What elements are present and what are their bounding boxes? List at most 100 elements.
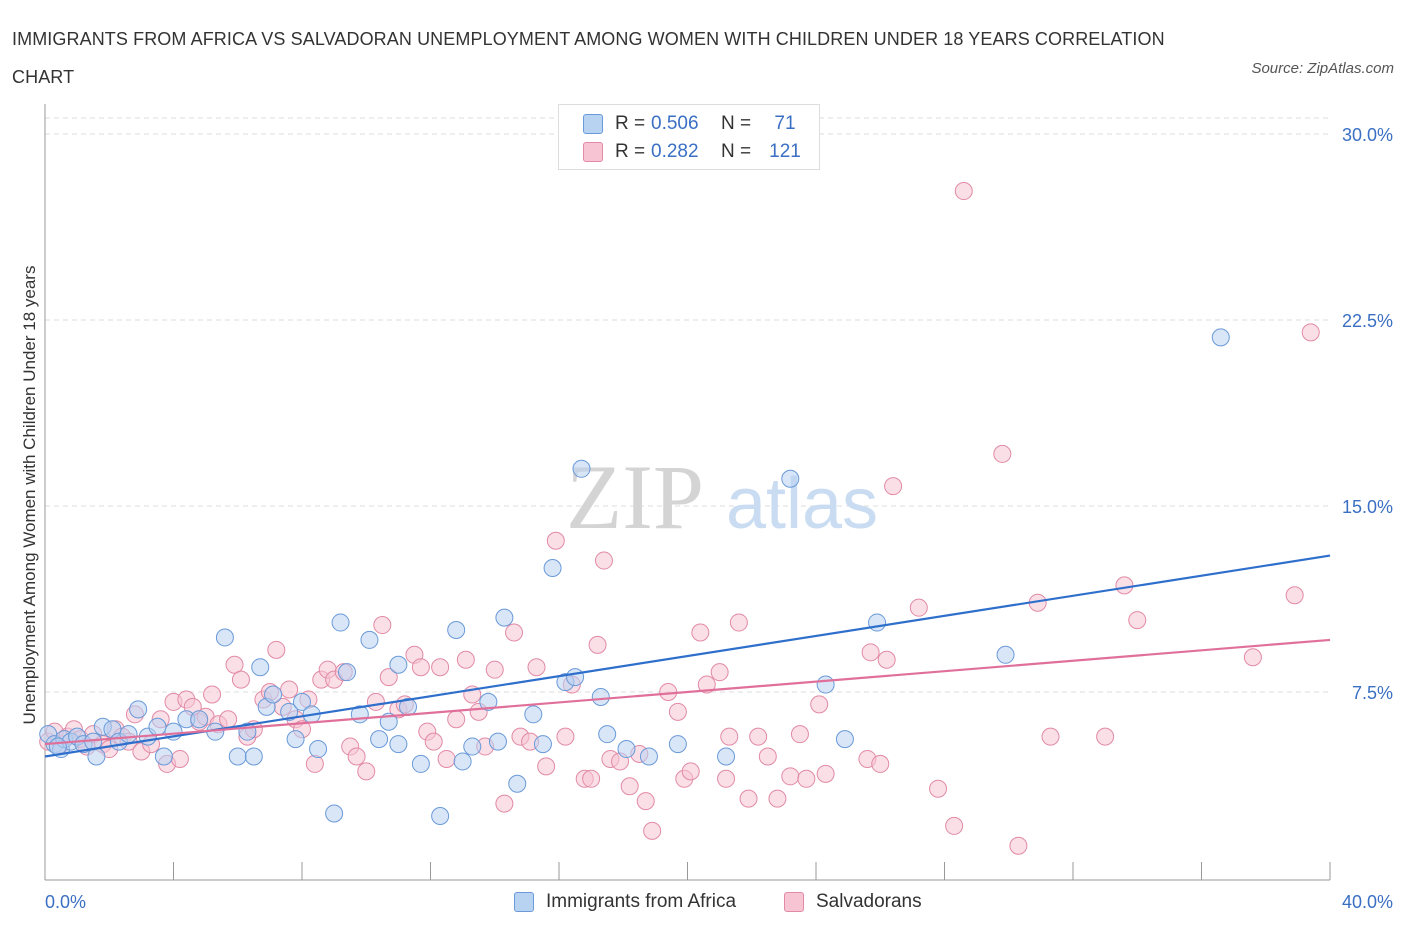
data-point — [424, 732, 443, 751]
data-point — [347, 747, 366, 766]
data-point — [366, 692, 385, 711]
data-point — [456, 650, 475, 669]
y-tick-label: 15.0% — [1342, 497, 1393, 517]
data-point — [305, 754, 324, 773]
data-point — [379, 668, 398, 687]
data-point — [215, 628, 234, 647]
legend-r-label: R = — [615, 141, 646, 162]
bottom-legend-swatch-pink — [784, 892, 804, 912]
data-point — [768, 789, 787, 808]
data-point — [739, 789, 758, 808]
bottom-legend-label: Immigrants from Africa — [546, 891, 737, 912]
data-point — [884, 477, 903, 496]
data-point — [251, 658, 270, 677]
data-point — [129, 700, 148, 719]
legend-row-salvadorans: R = 0.282 N = 121 — [583, 138, 805, 166]
data-point — [582, 769, 601, 788]
data-point — [877, 650, 896, 669]
data-point — [447, 710, 466, 729]
data-point — [431, 658, 450, 677]
data-point — [993, 444, 1012, 463]
data-point — [996, 645, 1015, 664]
data-point — [781, 469, 800, 488]
data-point — [286, 730, 305, 749]
y-axis-title: Unemployment Among Women with Children U… — [20, 265, 39, 725]
x-tick-label-min: 0.0% — [45, 892, 86, 912]
bottom-legend-salvadorans: Salvadorans — [784, 890, 922, 914]
source-label: Source: ZipAtlas.com — [1251, 60, 1394, 77]
y-tick-label: 7.5% — [1352, 683, 1393, 703]
data-point — [945, 816, 964, 835]
data-point — [868, 613, 887, 632]
data-point — [668, 735, 687, 754]
legend-r-value: 0.506 — [651, 113, 699, 134]
data-point — [225, 655, 244, 674]
data-point — [681, 762, 700, 781]
data-point — [691, 623, 710, 642]
data-point — [533, 735, 552, 754]
data-point — [495, 608, 514, 627]
data-point — [781, 767, 800, 786]
data-point — [331, 613, 350, 632]
data-point — [360, 630, 379, 649]
data-point — [1128, 611, 1147, 630]
data-point — [566, 668, 585, 687]
data-point — [431, 807, 450, 825]
data-point — [389, 735, 408, 754]
data-point — [591, 687, 610, 706]
data-point — [280, 680, 299, 699]
data-point — [1096, 727, 1115, 746]
watermark-atlas: atlas — [726, 464, 878, 544]
data-point — [556, 727, 575, 746]
x-tick-label-max: 40.0% — [1342, 892, 1393, 912]
bottom-legend-label: Salvadorans — [816, 891, 922, 912]
data-point — [546, 531, 565, 550]
data-point — [309, 740, 328, 759]
legend-n-value: 71 — [774, 113, 796, 134]
data-point — [447, 621, 466, 639]
axes — [44, 104, 1331, 881]
data-point — [337, 663, 356, 682]
legend-r-value: 0.282 — [651, 141, 699, 162]
data-point — [479, 692, 498, 711]
data-point — [280, 702, 299, 721]
data-point — [357, 762, 376, 781]
y-tick-label: 22.5% — [1342, 311, 1393, 331]
data-point — [228, 747, 247, 766]
data-point — [620, 777, 639, 796]
data-point — [636, 792, 655, 811]
data-point — [325, 804, 344, 823]
watermark-zip: ZIP — [566, 446, 704, 548]
data-point — [508, 774, 527, 793]
data-point — [861, 643, 880, 662]
data-point — [717, 747, 736, 766]
data-point — [267, 640, 286, 659]
data-point — [871, 754, 890, 773]
data-point — [411, 754, 430, 773]
data-point — [505, 623, 524, 642]
data-point — [749, 727, 768, 746]
data-point — [293, 692, 311, 711]
data-point — [485, 660, 504, 679]
data-point — [668, 702, 687, 721]
data-point — [639, 747, 658, 766]
legend-row-immigrants: R = 0.506 N = 71 — [583, 110, 805, 138]
data-point — [588, 635, 607, 654]
data-point — [373, 616, 392, 635]
legend-n-value: 121 — [769, 141, 801, 162]
data-point — [598, 725, 617, 744]
data-point — [1009, 836, 1028, 855]
trend-line — [44, 638, 1331, 746]
data-point — [1115, 576, 1134, 595]
data-point — [1243, 648, 1262, 667]
data-point — [617, 740, 636, 759]
data-point — [463, 737, 482, 756]
data-point — [148, 717, 167, 736]
y-tick-label: 30.0% — [1342, 125, 1393, 145]
data-point — [119, 725, 138, 744]
data-point — [810, 695, 829, 714]
data-point — [543, 559, 562, 577]
data-point — [816, 764, 835, 783]
correlation-legend: R = 0.506 N = 71 R = 0.282 N = 121 — [558, 104, 820, 170]
grid-lines — [45, 117, 1330, 693]
